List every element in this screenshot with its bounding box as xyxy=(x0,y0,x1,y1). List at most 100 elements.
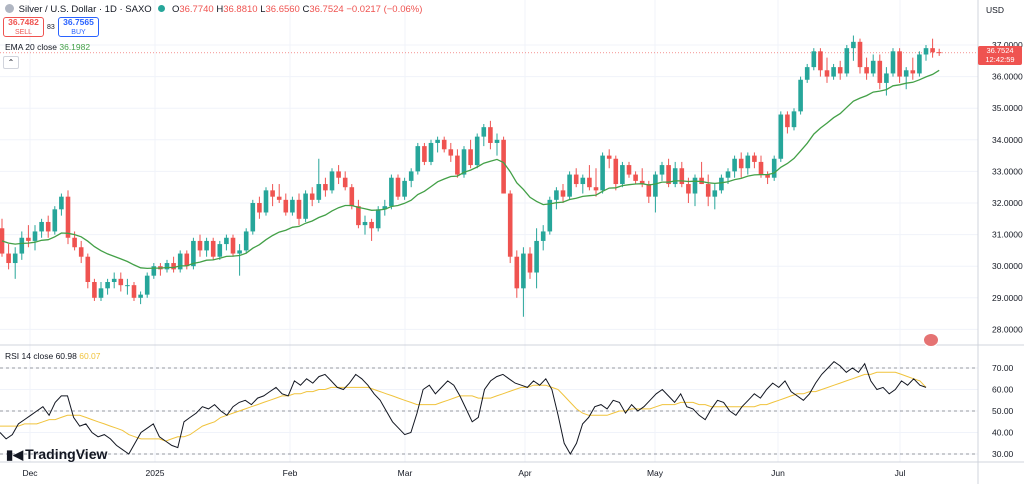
collapse-chevron-icon[interactable]: ⌃ xyxy=(3,56,19,69)
candle-body xyxy=(19,237,25,254)
candle-body xyxy=(613,158,619,185)
last-price-tag: 36.7524 12:42:59 xyxy=(978,46,1022,65)
candle-body xyxy=(659,165,665,175)
candle-body xyxy=(936,52,942,54)
candle-body xyxy=(303,193,308,219)
candle-body xyxy=(92,282,97,298)
candle-body xyxy=(184,253,190,267)
candle-body xyxy=(389,177,394,207)
symbol-title[interactable]: Silver / U.S. Dollar · 1D · SAXO xyxy=(18,4,152,15)
candle-body xyxy=(118,278,124,286)
candle-body xyxy=(692,177,698,194)
candle-body xyxy=(105,282,110,289)
candle-body xyxy=(12,253,18,264)
candle-body xyxy=(138,294,143,298)
candle-body xyxy=(191,240,196,267)
currency-label[interactable]: USD xyxy=(986,5,1004,15)
candle-body xyxy=(144,275,150,295)
candle-body xyxy=(230,237,236,254)
candle-body xyxy=(402,180,407,197)
candle-body xyxy=(745,155,751,169)
candle-body xyxy=(336,171,341,178)
rsi-legend-value: 60.98 xyxy=(55,351,77,361)
tradingview-logo[interactable]: ▮◀ TradingView xyxy=(6,446,107,463)
rsi-line xyxy=(0,360,927,456)
rsi-ma-legend-value: 60.07 xyxy=(79,351,101,361)
buy-button[interactable]: 36.7565 BUY xyxy=(58,17,99,37)
candle-body xyxy=(65,196,71,238)
candle-body xyxy=(501,139,506,194)
candle-body xyxy=(857,41,863,68)
candle-body xyxy=(758,161,764,175)
rsi-tick-label: 40.00 xyxy=(992,428,1014,438)
candle-body xyxy=(356,206,361,226)
candle-body xyxy=(375,209,381,229)
candle-body xyxy=(323,184,328,191)
candle-body xyxy=(59,196,64,210)
candle-body xyxy=(408,171,414,181)
price-tick-label: 33.0000 xyxy=(992,166,1023,176)
sell-button[interactable]: 36.7482 SELL xyxy=(3,17,44,37)
candle-body xyxy=(725,171,731,178)
low-value: 36.6560 xyxy=(265,4,300,15)
candle-body xyxy=(567,174,572,197)
candle-body xyxy=(679,168,685,185)
candle-body xyxy=(791,111,797,128)
candle-body xyxy=(98,288,104,298)
candle-body xyxy=(448,149,454,156)
last-price-value: 36.7524 xyxy=(986,46,1014,55)
candle-body xyxy=(217,244,223,257)
candle-body xyxy=(778,114,784,159)
candle-body xyxy=(435,139,440,143)
rsi-legend-label: RSI 14 close xyxy=(5,351,54,361)
candle-body xyxy=(527,253,533,273)
candle-body xyxy=(422,146,427,162)
candle-body xyxy=(600,155,605,191)
candle-body xyxy=(342,177,348,188)
buy-label: BUY xyxy=(71,28,86,36)
candle-body xyxy=(534,240,539,273)
candle-body xyxy=(620,165,625,185)
price-tick-label: 30.0000 xyxy=(992,261,1023,271)
candle-body xyxy=(237,250,242,254)
low-label: L xyxy=(260,4,266,15)
candle-body xyxy=(844,48,850,74)
dividend-flag-icon[interactable] xyxy=(923,333,939,347)
candle-body xyxy=(26,237,31,241)
candle-body xyxy=(349,187,355,207)
ema20-line xyxy=(1,69,940,270)
candle-body xyxy=(864,67,869,74)
close-label: C xyxy=(302,4,310,15)
candle-body xyxy=(39,221,44,232)
candle-body xyxy=(593,187,599,191)
candle-body xyxy=(811,51,817,68)
time-tick-label: 2025 xyxy=(146,468,165,478)
candle-body xyxy=(78,247,84,257)
candle-body xyxy=(877,60,883,83)
ema-legend[interactable]: EMA 20 close 36.1982 xyxy=(5,42,90,52)
candle-body xyxy=(507,193,513,257)
logo-text: TradingView xyxy=(25,446,108,462)
time-tick-label: Jul xyxy=(895,468,906,478)
candle-body xyxy=(257,203,262,213)
time-tick-label: Dec xyxy=(22,468,38,478)
rsi-tick-label: 50.00 xyxy=(992,406,1014,416)
time-tick-label: Feb xyxy=(283,468,298,478)
price-tick-label: 32.0000 xyxy=(992,198,1023,208)
time-tick-label: Mar xyxy=(398,468,413,478)
candle-body xyxy=(52,209,58,232)
candle-body xyxy=(316,184,322,200)
candle-body xyxy=(164,263,170,270)
tradingview-logo-icon: ▮◀ xyxy=(6,447,24,462)
candle-body xyxy=(415,146,421,172)
rsi-legend[interactable]: RSI 14 close 60.98 60.07 xyxy=(5,351,101,361)
candle-body xyxy=(382,206,388,210)
candle-body xyxy=(224,237,229,245)
candle-body xyxy=(580,177,586,185)
candle-body xyxy=(488,127,493,143)
candle-body xyxy=(125,285,130,287)
open-label: O xyxy=(171,4,180,15)
candle-body xyxy=(804,67,810,80)
